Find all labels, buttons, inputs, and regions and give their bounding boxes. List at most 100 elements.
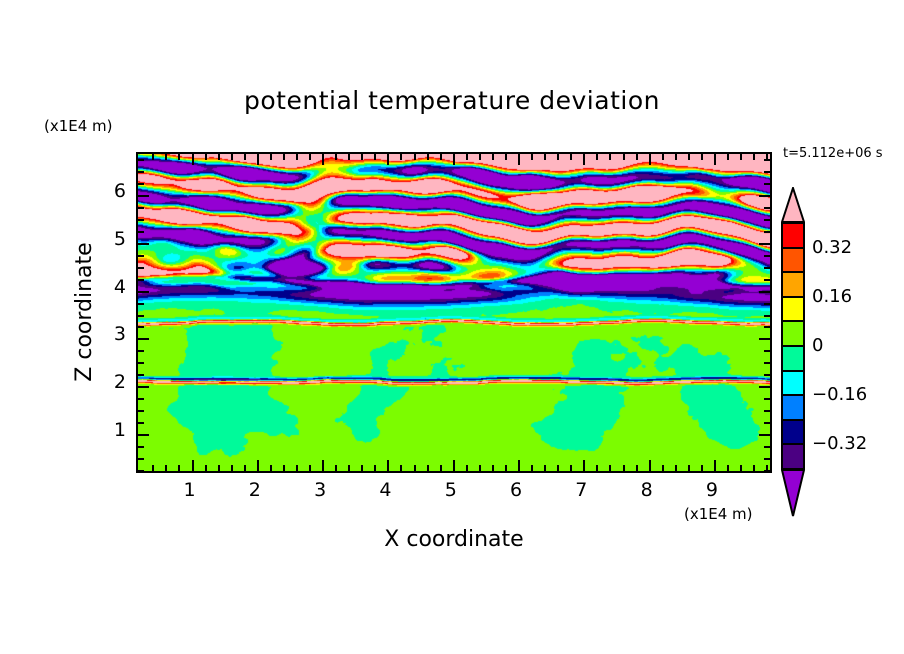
tick-mark [544,154,547,160]
tick-mark [648,154,651,165]
tick-mark [740,465,743,471]
tick-mark [138,458,144,461]
tick-mark [138,266,144,269]
tick-mark [764,158,770,161]
tick-mark [138,194,149,197]
tick-mark [309,154,312,160]
tick-mark [661,154,664,160]
tick-mark [504,465,507,471]
tick-mark [726,465,729,471]
tick-mark [191,154,194,165]
colorbar-under-arrow [781,469,805,517]
x-tick-label: 4 [379,479,392,501]
tick-mark [753,465,756,471]
tick-mark [138,206,144,209]
tick-mark [374,465,377,471]
tick-mark [596,154,599,160]
tick-mark [491,465,494,471]
colorbar-under-triangle [781,469,805,517]
tick-mark [764,374,770,377]
tick-mark [531,154,534,160]
tick-mark [165,465,168,471]
tick-mark [348,465,351,471]
tick-mark [217,154,220,160]
tick-mark [282,154,285,160]
y-tick-label: 6 [113,179,126,202]
tick-mark [387,460,390,471]
tick-mark [138,470,144,471]
contour-plot-area [136,152,772,473]
x-tick-label: 9 [705,479,718,501]
tick-mark [204,154,207,160]
colorbar-band [781,395,805,420]
tick-mark [764,446,770,449]
tick-mark [570,465,573,471]
tick-mark [217,465,220,471]
tick-mark [138,158,144,161]
tick-mark [296,465,299,471]
tick-mark [759,194,770,197]
tick-mark [518,154,521,165]
time-annotation: t=5.112e+06 s [783,146,883,161]
tick-mark [465,154,468,160]
tick-mark [465,465,468,471]
tick-mark [413,154,416,160]
contour-field [138,154,770,471]
tick-mark [764,302,770,305]
tick-mark [583,460,586,471]
colorbar-over-arrow [781,187,805,223]
tick-mark [726,154,729,160]
tick-mark [138,350,144,353]
tick-mark [138,434,149,437]
tick-mark [230,154,233,160]
tick-mark [700,465,703,471]
y-axis-units: (x1E4 m) [44,117,113,135]
tick-mark [138,422,144,425]
tick-mark [309,465,312,471]
tick-mark [138,302,144,305]
tick-mark [687,154,690,160]
tick-mark [322,460,325,471]
tick-mark [713,154,716,165]
x-tick-label: 6 [509,479,523,501]
tick-mark [648,460,651,471]
tick-mark [764,278,770,281]
tick-mark [764,470,770,471]
tick-mark [759,434,770,437]
tick-mark [439,465,442,471]
tick-mark [152,465,155,471]
x-tick-label: 1 [183,479,196,501]
tick-mark [322,154,325,165]
tick-mark [764,410,770,413]
tick-mark [243,154,246,160]
tick-mark [583,154,586,165]
tick-mark [518,460,521,471]
y-axis-title: Z coordinate [72,242,97,382]
tick-mark [138,278,144,281]
tick-mark [764,458,770,461]
tick-mark [335,154,338,160]
tick-mark [661,465,664,471]
tick-mark [138,386,149,389]
tick-mark [764,350,770,353]
tick-mark [439,154,442,160]
tick-mark [138,218,144,221]
tick-mark [452,154,455,165]
tick-mark [531,465,534,471]
tick-mark [361,465,364,471]
tick-mark [544,465,547,471]
y-tick-label: 5 [113,227,126,250]
x-tick-label: 8 [640,479,653,501]
tick-mark [138,290,149,293]
tick-mark [269,154,272,160]
tick-mark [764,254,770,257]
tick-mark [570,154,573,160]
tick-mark [674,465,677,471]
tick-mark [348,154,351,160]
tick-mark [426,465,429,471]
colorbar-tick-label: 0.32 [812,236,853,258]
tick-mark [622,465,625,471]
tick-mark [504,154,507,160]
tick-mark [766,154,769,160]
